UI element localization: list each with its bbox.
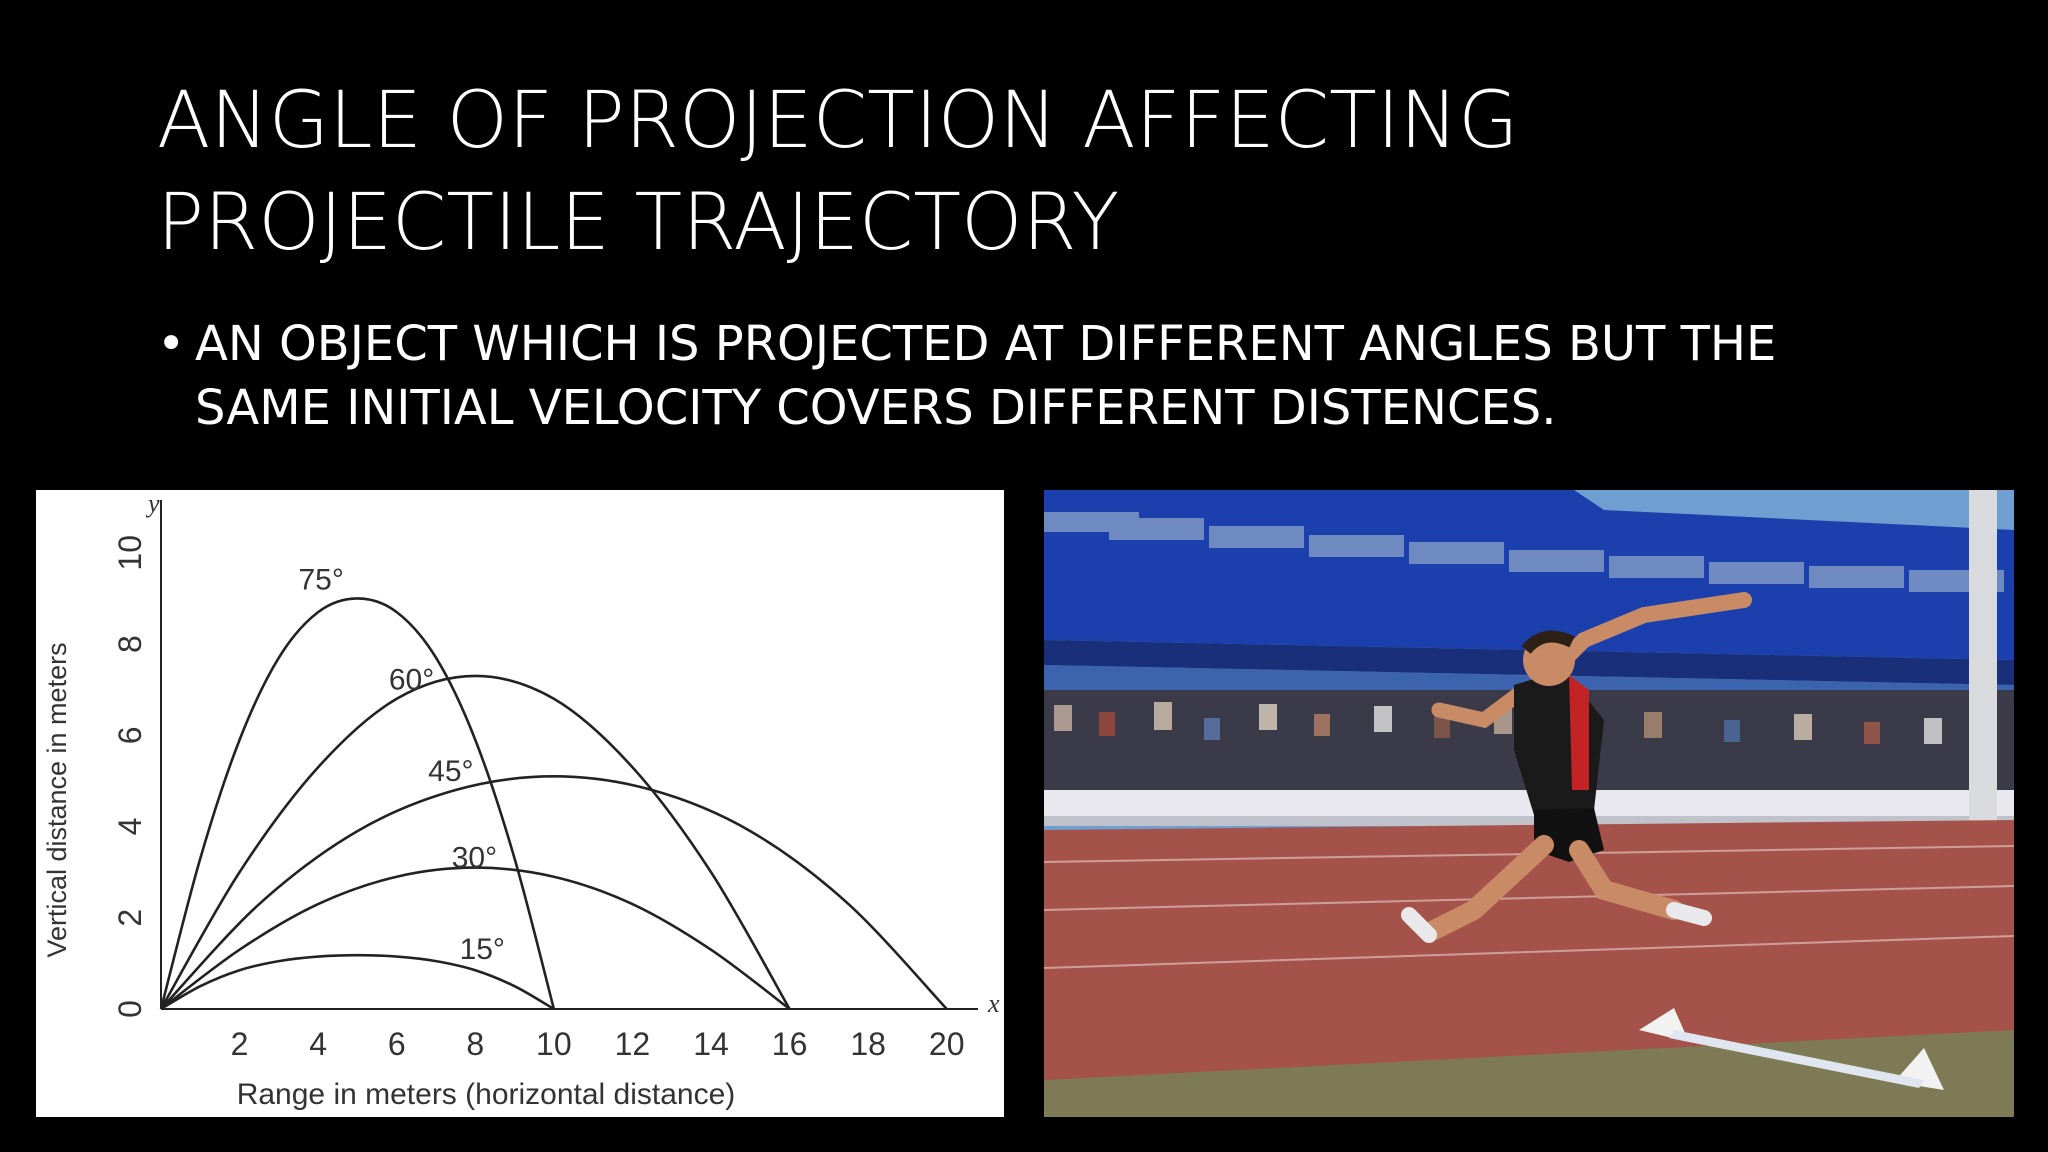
bullet-text-line-1: AN OBJECT WHICH IS PROJECTED AT DIFFEREN… [195,316,1777,372]
slide-title: ANGLE OF PROJECTION AFFECTING PROJECTILE… [157,70,1857,274]
x-tick-label: 6 [388,1026,406,1062]
chart-curves [159,597,948,1011]
trajectory-curve-60 [159,674,791,1010]
chart-labels: 2 4 6 8 10 12 14 16 18 20 0 2 4 6 8 10 75° 60° 45° 30° 15° [112,535,965,1062]
x-tick-label: 12 [615,1026,651,1062]
photo-crowd-specks [1054,702,1942,744]
x-tick-label: 18 [850,1026,886,1062]
x-tick-label: 10 [536,1026,572,1062]
slide-title-line-2: PROJECTILE TRAJECTORY [157,178,1120,268]
y-tick-label: 0 [112,1000,148,1018]
curve-label-45: 45° [428,755,473,788]
y-axis-symbol: y [145,490,160,518]
bullet-text: AN OBJECT WHICH IS PROJECTED AT DIFFEREN… [195,312,1895,440]
chart-axes [160,500,978,1010]
y-tick-label: 4 [112,818,148,836]
x-tick-label: 16 [772,1026,808,1062]
long-jump-image [1044,490,2014,1117]
y-tick-label: 6 [112,726,148,744]
curve-label-30: 30° [452,842,497,875]
curve-label-15: 15° [460,933,505,966]
bullet-dot: • [157,316,186,372]
y-tick-label: 2 [112,909,148,927]
y-tick-label: 10 [112,535,148,571]
bullet-text-line-2: SAME INITIAL VELOCITY COVERS DIFFERENT D… [195,380,1557,436]
trajectory-curve-15 [160,953,555,1011]
x-tick-label: 8 [466,1026,484,1062]
photo-stand-wall-top [1574,490,2014,530]
slide-title-line-1: ANGLE OF PROJECTION AFFECTING [157,76,1519,166]
trajectory-chart-panel: 2 4 6 8 10 12 14 16 18 20 0 2 4 6 8 10 75° 60° 45° 30° 15° R… [36,490,1004,1117]
curve-label-60: 60° [389,664,434,697]
photo-jumper [1401,592,1752,943]
curve-label-75: 75° [299,563,344,596]
x-axis-title: Range in meters (horizontal distance) [237,1078,736,1111]
trajectory-curve-30 [160,866,791,1011]
x-tick-label: 14 [693,1026,729,1062]
photo-light-pole [1969,490,1997,850]
long-jump-photo [1044,490,2014,1117]
trajectory-curve-45 [160,775,948,1010]
x-tick-label: 2 [231,1026,249,1062]
x-tick-label: 4 [309,1026,327,1062]
photo-board-bar [1669,1030,1924,1088]
photo-track [1044,820,2014,1090]
trajectory-chart: 2 4 6 8 10 12 14 16 18 20 0 2 4 6 8 10 75° 60° 45° 30° 15° R… [42,490,1000,1111]
y-axis-title: Vertical distance in meters [42,642,72,957]
x-tick-label: 20 [929,1026,965,1062]
x-axis-symbol: x [987,989,1000,1018]
y-tick-label: 8 [112,635,148,653]
photo-windows [1044,512,2004,592]
trajectory-curve-75 [159,597,556,1010]
